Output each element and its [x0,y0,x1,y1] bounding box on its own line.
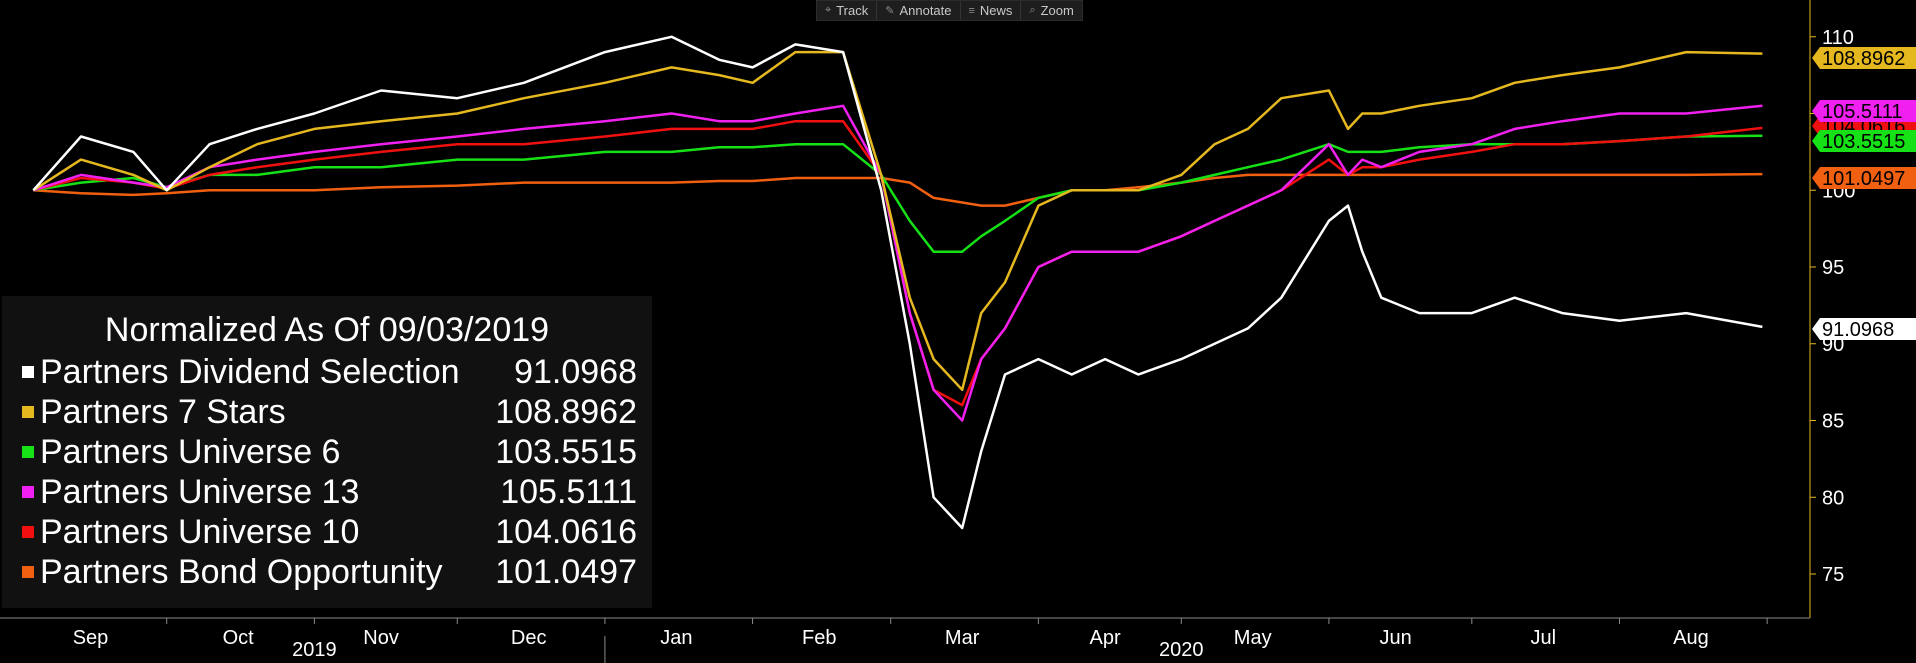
legend-series-value: 91.0968 [514,352,637,391]
legend-series-name: Partners 7 Stars [40,392,286,431]
legend-series-name: Partners Bond Opportunity [40,552,443,591]
legend-row-dividend-selection: Partners Dividend Selection 91.0968 [22,352,637,392]
legend-row-universe-13: Partners Universe 13 105.5111 [22,472,637,512]
news-icon: ≡ [968,4,975,17]
chart-toolbar: ⌖ Track ✎ Annotate ≡ News ⌕ Zoom [816,0,1083,21]
last-value-label: 108.8962 [1822,48,1905,70]
legend-row-7-stars: Partners 7 Stars 108.8962 [22,392,637,432]
x-tick-label: Jul [1530,627,1556,649]
legend-series-value: 101.0497 [495,552,637,591]
legend-series-name: Partners Dividend Selection [40,352,460,391]
x-tick-label: Oct [223,627,255,649]
legend-title: Normalized As Of 09/03/2019 [104,311,550,349]
x-tick-label: Dec [511,627,547,649]
legend-series-value: 103.5515 [495,432,637,471]
legend-swatch [22,446,34,458]
y-tick-label: 95 [1822,257,1844,279]
y-tick-label: 80 [1822,487,1844,509]
y-tick-label: 85 [1822,411,1844,433]
x-tick-label: Aug [1673,627,1709,649]
x-tick-label: Nov [363,627,399,649]
series-line-3 [32,104,1763,422]
legend-row-bond-opportunity: Partners Bond Opportunity 101.0497 [22,552,637,592]
legend-swatch [22,486,34,498]
pencil-icon: ✎ [885,5,895,17]
x-tick-label: Mar [945,627,980,649]
track-button[interactable]: ⌖ Track [817,1,878,20]
legend-swatch [22,366,34,378]
x-tick-label: Jan [660,627,692,649]
annotate-button[interactable]: ✎ Annotate [877,1,961,20]
legend-row-universe-10: Partners Universe 10 104.0616 [22,512,637,552]
x-tick-label: Sep [73,627,109,649]
track-label: Track [836,3,869,18]
last-value-label: 101.0497 [1822,168,1905,190]
last-value-tag [1812,318,1916,340]
y-tick-label: 75 [1822,564,1844,586]
annotate-label: Annotate [899,3,952,18]
crosshair-icon: ⌖ [825,4,832,16]
chart-legend: Normalized As Of 09/03/2019 Partners Div… [2,296,652,608]
x-year-label: 2019 [292,639,337,661]
series-line-1 [32,50,1763,392]
last-value-tag [1812,47,1916,69]
legend-swatch [22,406,34,418]
news-button[interactable]: ≡ News [961,1,1022,20]
magnifier-icon: ⌕ [1029,4,1036,16]
zoom-button[interactable]: ⌕ Zoom [1021,1,1081,20]
legend-series-value: 105.5111 [500,472,637,511]
zoom-label: Zoom [1040,3,1074,18]
y-tick-label: 110 [1822,27,1854,49]
news-label: News [979,3,1013,18]
x-tick-label: Jun [1379,627,1411,649]
x-tick-label: May [1234,627,1272,649]
legend-series-value: 108.8962 [495,392,637,431]
last-value-tag [1812,167,1916,189]
legend-series-name: Partners Universe 13 [40,472,360,511]
legend-series-name: Partners Universe 6 [40,432,341,471]
x-year-label: 2020 [1159,639,1204,661]
legend-swatch [22,526,34,538]
x-tick-label: Apr [1089,627,1120,649]
last-value-label: 103.5515 [1822,131,1905,153]
legend-series-name: Partners Universe 10 [40,512,360,551]
last-value-label: 105.5111 [1822,101,1902,123]
series-line-5 [33,172,1763,207]
legend-swatch [22,566,34,578]
legend-series-value: 104.0616 [495,512,637,551]
series-line-0 [32,35,1763,530]
last-value-tag [1812,130,1916,152]
last-value-tag [1812,100,1916,122]
x-tick-label: Feb [802,627,836,649]
last-value-label: 91.0968 [1822,319,1894,341]
legend-row-universe-6: Partners Universe 6 103.5515 [22,432,637,472]
series-line-2 [33,134,1763,253]
